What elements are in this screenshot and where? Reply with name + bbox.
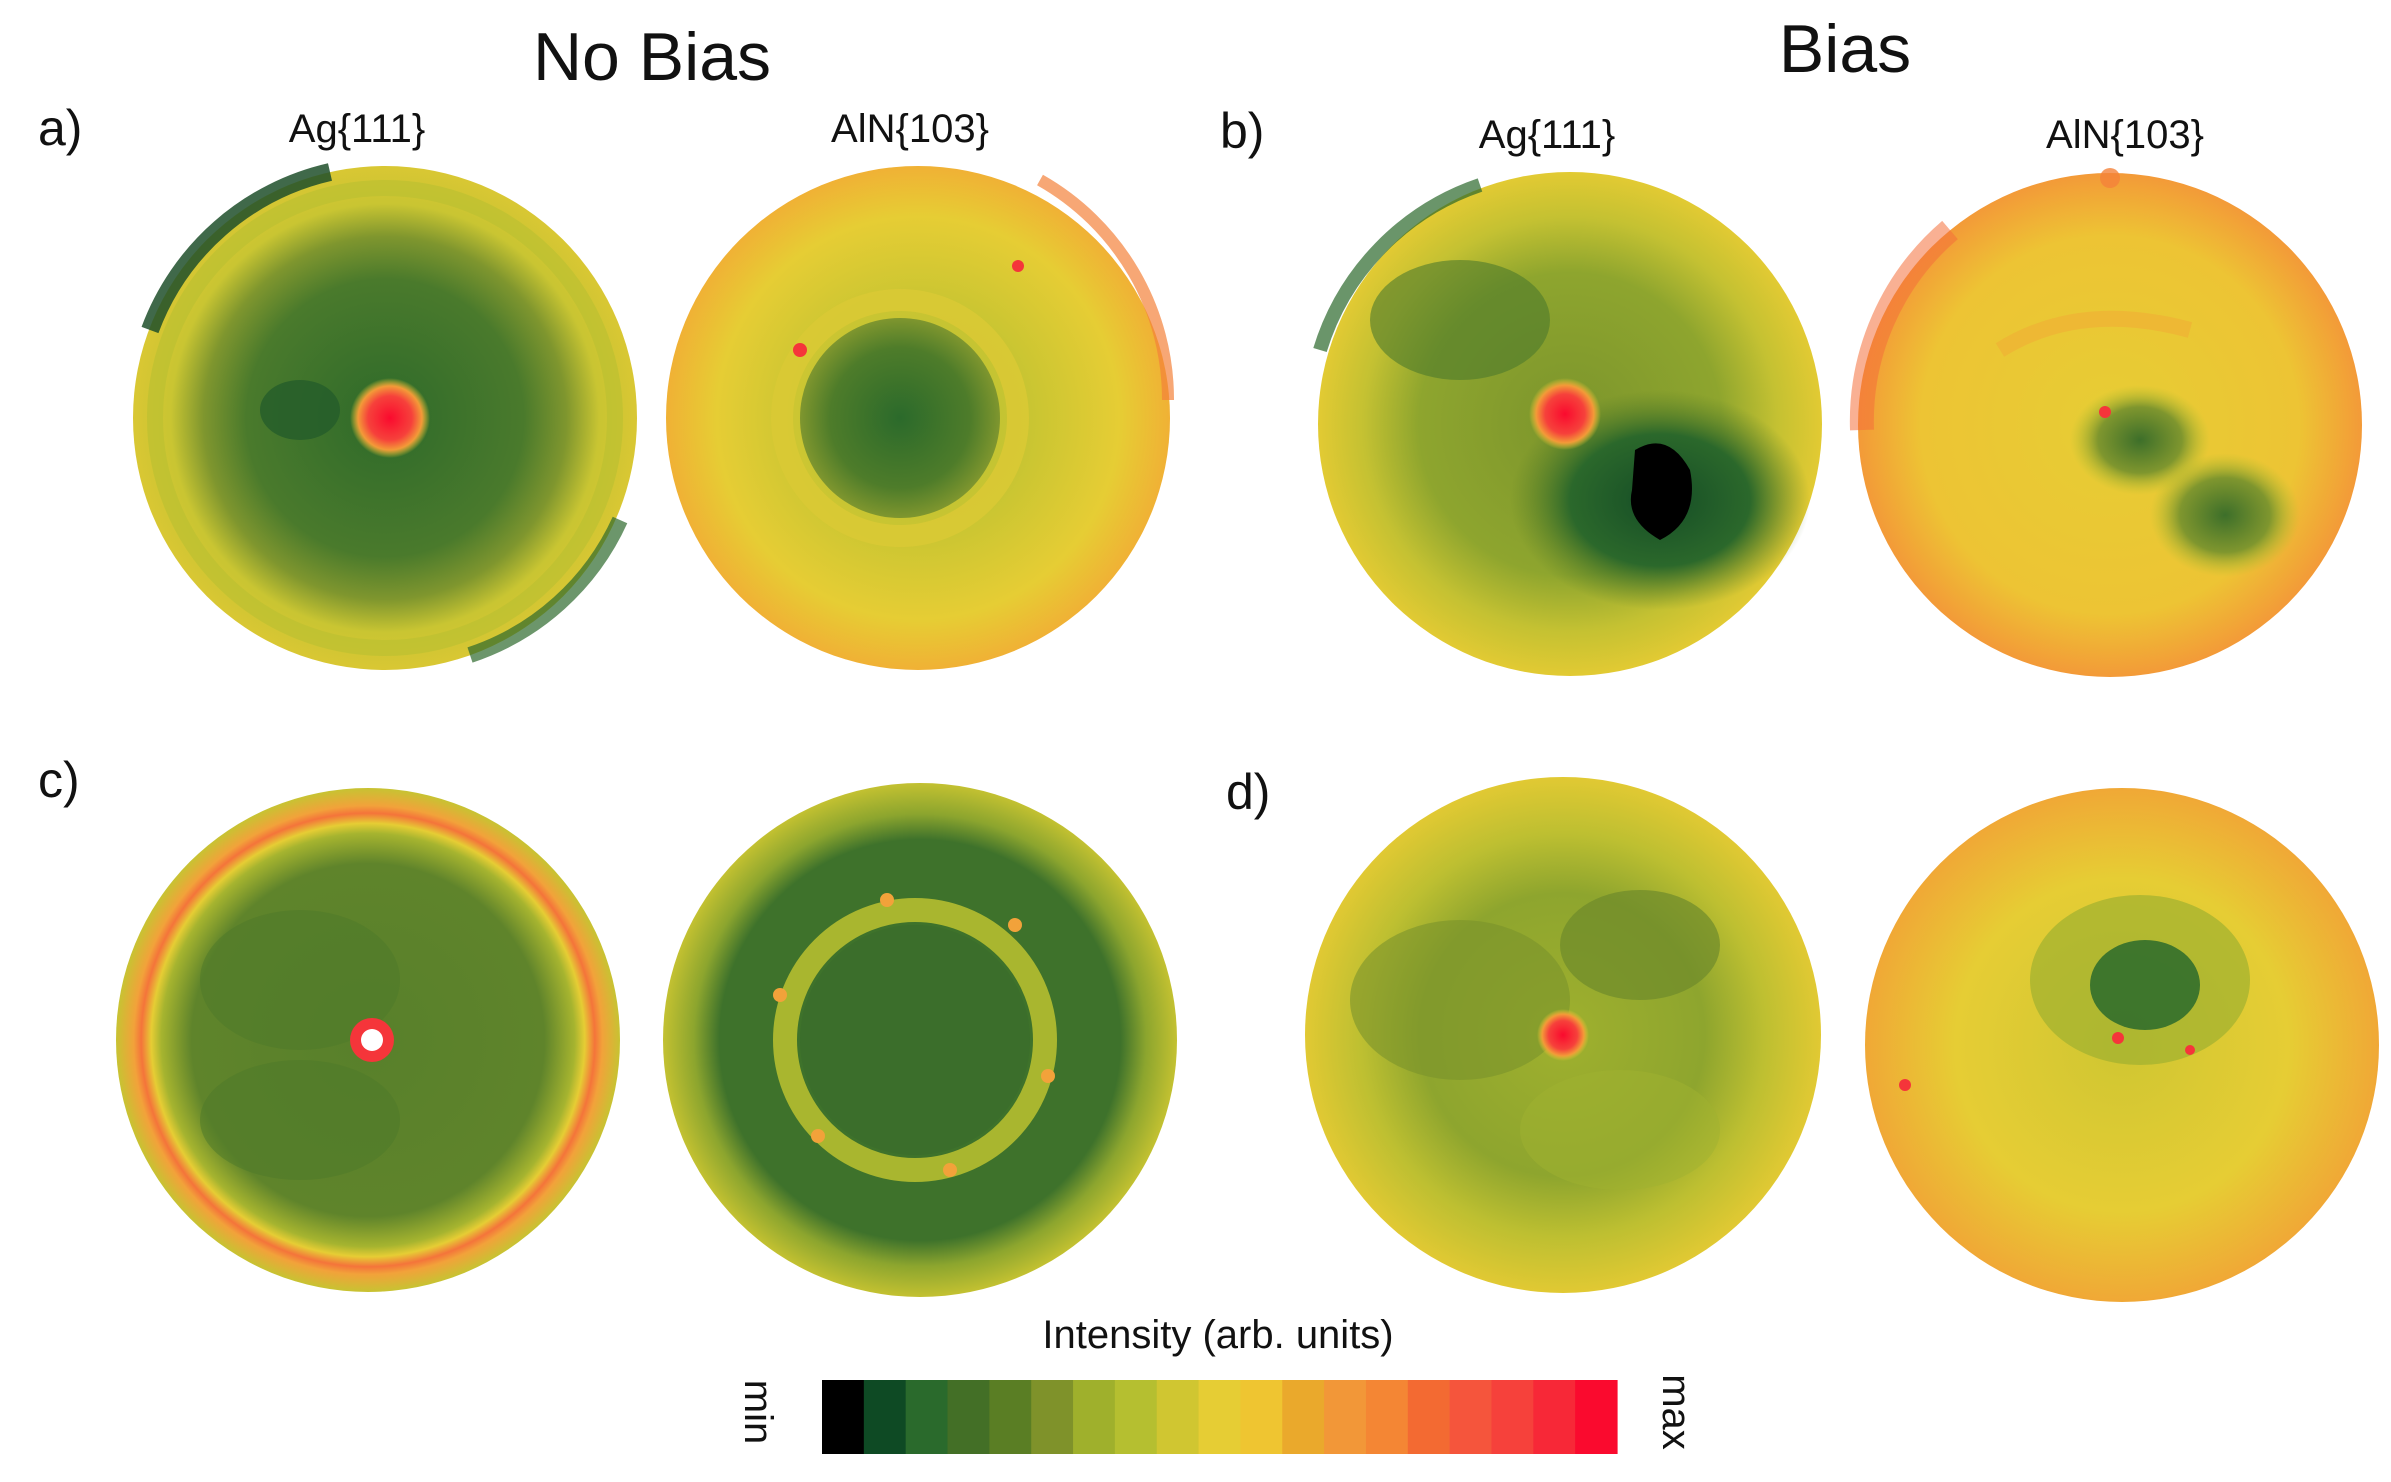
panel-label-b: b): [1220, 103, 1264, 159]
group-title-bias: Bias: [1779, 11, 1911, 87]
colorbar-max-label: max: [1654, 1374, 1698, 1450]
colorbar-cell: [989, 1380, 1032, 1454]
colorbar-title: Intensity (arb. units): [1042, 1313, 1393, 1357]
pole-figure-c-ag111: [116, 788, 620, 1292]
pole-figure-c-aln103: [663, 783, 1177, 1297]
group-title-no-bias: No Bias: [533, 19, 771, 95]
colorbar-cell: [863, 1380, 907, 1454]
colorbar-cell: [1156, 1380, 1200, 1454]
white-spot-c-ag: [361, 1029, 383, 1051]
colorbar-cell: [1449, 1380, 1493, 1454]
panel-label-a: a): [38, 100, 82, 156]
title-b-ag111: Ag{111}: [1479, 113, 1615, 157]
colorbar-cell: [1114, 1380, 1158, 1454]
colorbar-cell: [1491, 1380, 1534, 1454]
pole-figure-d-ag111: [1305, 777, 1821, 1293]
panel-label-d: d): [1226, 764, 1270, 820]
pole-figure-d-aln103: [1865, 788, 2379, 1302]
title-b-aln103: AlN{103}: [2046, 113, 2204, 157]
colorbar-cell: [905, 1380, 949, 1454]
red-spot-a-ag: [350, 378, 430, 458]
colorbar-min-label: min: [736, 1380, 780, 1444]
colorbar-cell: [1533, 1380, 1576, 1454]
colorbar-cell: [822, 1380, 865, 1454]
colorbar-cell: [1575, 1380, 1618, 1454]
colorbar-cell: [1031, 1380, 1074, 1454]
pole-figure-b-aln103: [1849, 168, 2362, 677]
colorbar-cell: [1240, 1380, 1283, 1454]
colorbar-cell: [1407, 1380, 1451, 1454]
colorbar: [822, 1380, 1618, 1454]
colorbar-cell: [1365, 1380, 1409, 1454]
title-a-aln103: AlN{103}: [831, 107, 989, 151]
colorbar-cell: [1324, 1380, 1367, 1454]
black-region-b-ag: [1630, 443, 1692, 540]
colorbar-cell: [947, 1380, 990, 1454]
title-a-ag111: Ag{111}: [289, 107, 425, 151]
pole-figure-b-ag111: [1313, 172, 1822, 676]
colorbar-cell: [1282, 1380, 1325, 1454]
colorbar-cell: [1198, 1380, 1242, 1454]
colorbar-cell: [1073, 1380, 1116, 1454]
pole-figure-a-aln103: [666, 166, 1175, 670]
panel-label-c: c): [38, 752, 80, 808]
pole-figure-a-ag111: [133, 163, 637, 670]
